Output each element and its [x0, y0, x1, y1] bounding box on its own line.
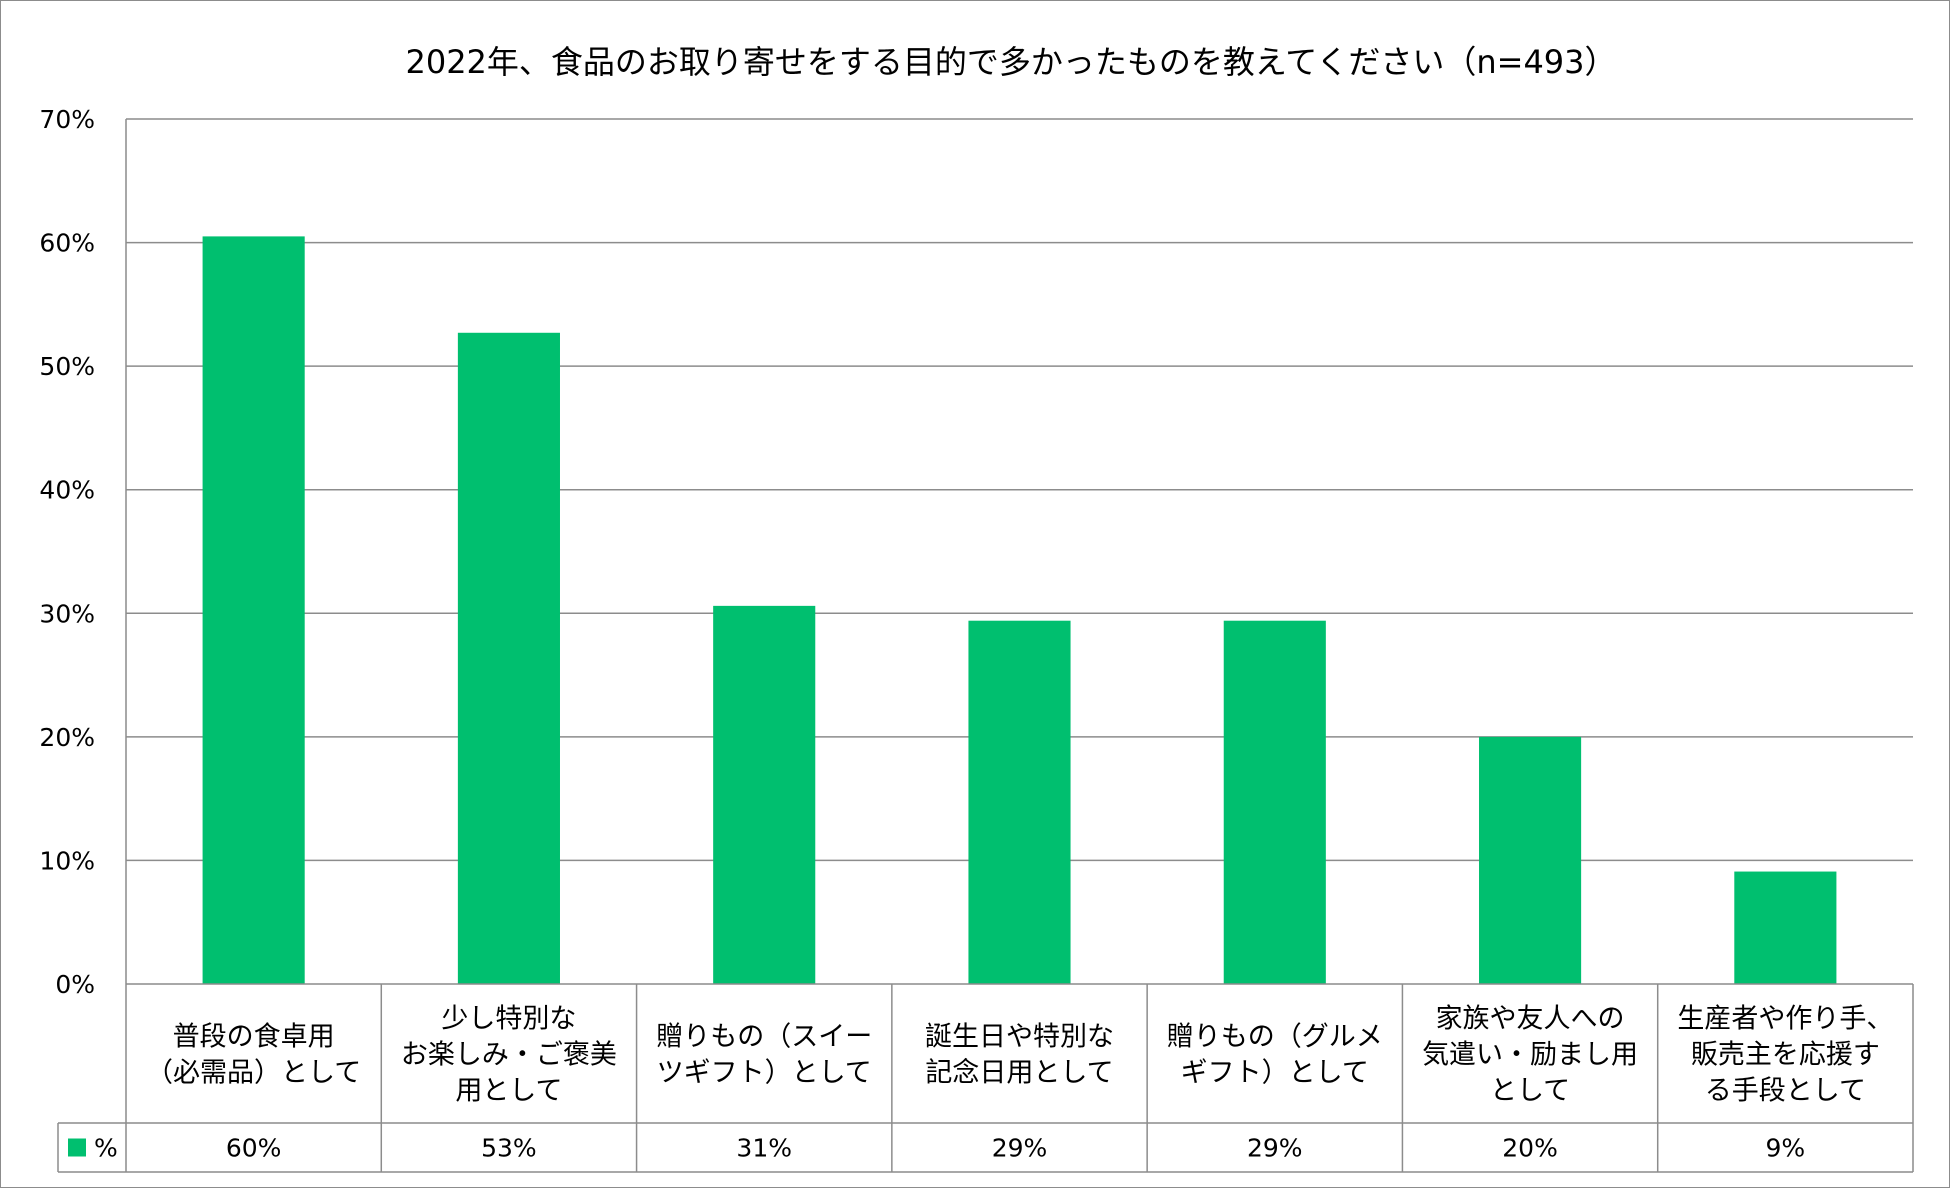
category-label: ツギフト）として: [657, 1058, 872, 1089]
y-tick-label: 30%: [39, 599, 95, 628]
data-label: 31%: [736, 1134, 792, 1163]
bar: [1223, 620, 1326, 984]
legend-label: %: [94, 1134, 118, 1163]
y-tick-label: 0%: [55, 970, 95, 999]
y-tick-label: 70%: [39, 105, 95, 134]
category-label: 少し特別な: [441, 1004, 576, 1035]
category-label: お楽しみ・ご褒美: [401, 1040, 617, 1071]
bar: [713, 605, 816, 984]
data-label: 53%: [481, 1134, 537, 1163]
category-label: 家族や友人への: [1436, 1004, 1625, 1035]
y-tick-label: 50%: [39, 352, 95, 381]
data-label: 29%: [1247, 1134, 1303, 1163]
category-label: 用として: [455, 1076, 562, 1107]
category-label: ギフト）として: [1181, 1058, 1369, 1089]
category-label: る手段として: [1705, 1076, 1866, 1107]
category-label: 生産者や作り手、: [1677, 1004, 1893, 1035]
category-label: 記念日用として: [925, 1058, 1113, 1089]
y-tick-label: 60%: [39, 229, 95, 258]
legend-key: [68, 1138, 86, 1157]
data-label: 9%: [1766, 1134, 1806, 1163]
bar: [202, 236, 305, 985]
data-label: 29%: [992, 1134, 1048, 1163]
category-label: として: [1490, 1076, 1570, 1107]
category-label: 普段の食卓用: [173, 1022, 335, 1053]
y-tick-label: 40%: [39, 476, 95, 505]
bar-layer: [202, 236, 1837, 985]
y-tick-label: 10%: [39, 846, 95, 875]
category-label: 贈りもの（スイー: [656, 1022, 872, 1053]
axis-layer: 0% 10% 20% 30% 40% 50% 60% 70%: [39, 105, 127, 999]
category-label: （必需品）として: [146, 1058, 361, 1089]
chart-title: 2022年、食品のお取り寄せをする目的で多かったものを教えてください（n=493…: [405, 43, 1616, 81]
data-label: 20%: [1502, 1134, 1558, 1163]
grid-layer: [126, 118, 1913, 862]
bar: [457, 332, 560, 984]
category-label: 気遣い・励まし用: [1422, 1040, 1638, 1071]
data-label: 60%: [226, 1134, 282, 1163]
category-label: 誕生日や特別な: [925, 1022, 1114, 1053]
bar: [1734, 871, 1837, 984]
bar: [968, 620, 1071, 984]
bar: [1479, 736, 1582, 984]
y-tick-label: 20%: [39, 723, 95, 752]
category-label: 販売主を応援す: [1691, 1040, 1880, 1071]
category-label: 贈りもの（グルメ: [1167, 1022, 1383, 1053]
